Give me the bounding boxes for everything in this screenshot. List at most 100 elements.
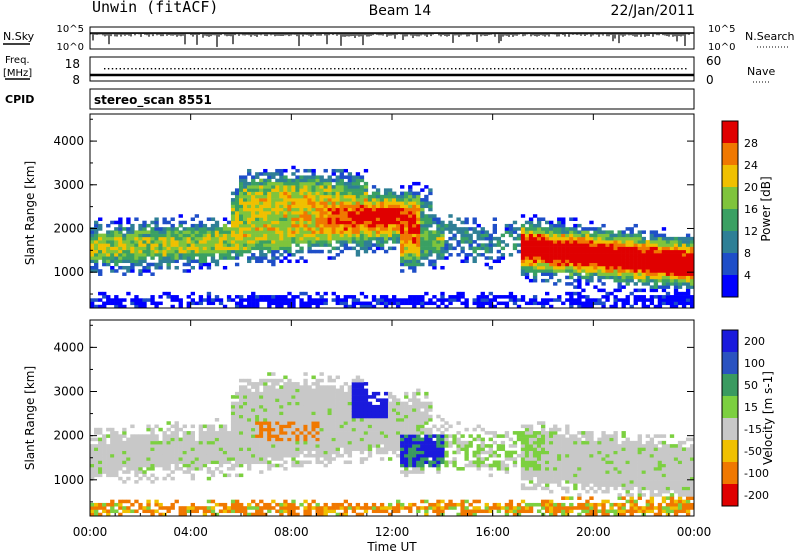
echo-cell <box>255 414 260 419</box>
colorbar-swatch <box>722 231 738 254</box>
echo-cell <box>238 301 244 306</box>
echo-cell <box>379 440 385 445</box>
echo-cell <box>226 230 232 234</box>
echo-cell <box>355 437 361 442</box>
echo-cell <box>247 240 252 244</box>
echo-cell <box>255 259 260 264</box>
echo-cell <box>150 480 155 484</box>
echo-cell <box>271 223 276 228</box>
echo-cell <box>689 269 695 273</box>
echo-cell <box>299 291 304 296</box>
echo-cell <box>283 207 288 212</box>
echo-cell <box>238 211 244 215</box>
echo-cell <box>565 243 570 247</box>
echo-cell <box>218 450 224 455</box>
echo-cell <box>303 204 308 209</box>
freq-dot <box>505 68 508 70</box>
echo-cell <box>657 285 663 289</box>
echo-cell <box>94 249 99 254</box>
echo-cell <box>134 217 139 221</box>
echo-cell <box>412 204 417 209</box>
echo-cell <box>234 249 240 254</box>
echo-cell <box>416 181 421 186</box>
echo-cell <box>460 236 465 241</box>
echo-cell <box>198 460 204 465</box>
echo-cell <box>347 175 353 179</box>
echo-cell <box>307 246 312 251</box>
echo-cell <box>170 227 175 231</box>
echo-cell <box>339 401 344 406</box>
echo-cell <box>295 437 300 442</box>
echo-cell <box>251 401 256 406</box>
echo-cell <box>355 230 361 234</box>
echo-cell <box>247 391 252 396</box>
echo-cell <box>134 295 139 299</box>
echo-cell <box>98 427 103 432</box>
echo-cell <box>420 246 425 251</box>
echo-cell <box>524 253 530 257</box>
echo-cell <box>367 434 373 438</box>
echo-cell <box>102 301 107 306</box>
echo-cell <box>633 259 638 264</box>
echo-cell <box>154 249 159 254</box>
freq-dot <box>408 68 410 70</box>
echo-cell <box>267 217 272 221</box>
freq-dot <box>665 68 667 70</box>
echo-cell <box>323 233 328 238</box>
echo-cell <box>335 447 340 451</box>
echo-cell <box>367 444 373 448</box>
echo-cell <box>114 440 119 445</box>
echo-cell <box>504 243 510 247</box>
echo-cell <box>665 295 671 299</box>
echo-cell <box>170 298 175 302</box>
echo-cell <box>392 204 397 209</box>
freq-dot <box>369 68 371 70</box>
echo-cell <box>581 243 586 247</box>
echo-cell <box>480 301 485 306</box>
echo-cell <box>110 431 115 435</box>
echo-cell <box>629 253 634 257</box>
echo-cell <box>557 233 562 238</box>
echo-cell <box>291 236 296 241</box>
echo-cell <box>621 298 626 302</box>
echo-cell <box>218 240 224 244</box>
echo-cell <box>255 181 260 186</box>
echo-cell <box>315 509 320 514</box>
echo-cell <box>307 236 312 241</box>
echo-cell <box>379 506 385 510</box>
echo-cell <box>363 440 369 445</box>
echo-cell <box>327 434 332 438</box>
echo-cell <box>311 499 316 504</box>
freq-dot <box>260 68 262 70</box>
echo-cell <box>307 444 312 448</box>
echo-cell <box>331 291 336 296</box>
echo-cell <box>243 388 248 393</box>
echo-cell <box>271 236 276 241</box>
echo-cell <box>355 253 361 257</box>
echo-cell <box>202 453 208 458</box>
echo-cell <box>255 301 260 306</box>
echo-cell <box>106 223 111 228</box>
echo-cell <box>375 421 381 425</box>
echo-cell <box>299 411 304 416</box>
echo-cell <box>565 275 570 280</box>
freq-dot <box>310 68 313 70</box>
echo-cell <box>283 418 288 422</box>
echo-cell <box>617 262 622 267</box>
echo-cell <box>263 440 268 445</box>
echo-cell <box>98 450 103 455</box>
echo-cell <box>214 444 220 448</box>
echo-cell <box>238 249 244 254</box>
echo-cell <box>214 502 220 507</box>
echo-cell <box>299 401 304 406</box>
echo-cell <box>549 236 554 241</box>
echo-cell <box>520 246 526 251</box>
echo-cell <box>255 201 260 205</box>
echo-cell <box>532 256 538 260</box>
echo-cell <box>557 220 562 225</box>
echo-cell <box>218 502 224 507</box>
echo-cell <box>424 301 429 306</box>
echo-cell <box>275 201 280 205</box>
echo-cell <box>230 411 236 416</box>
echo-cell <box>315 298 320 302</box>
